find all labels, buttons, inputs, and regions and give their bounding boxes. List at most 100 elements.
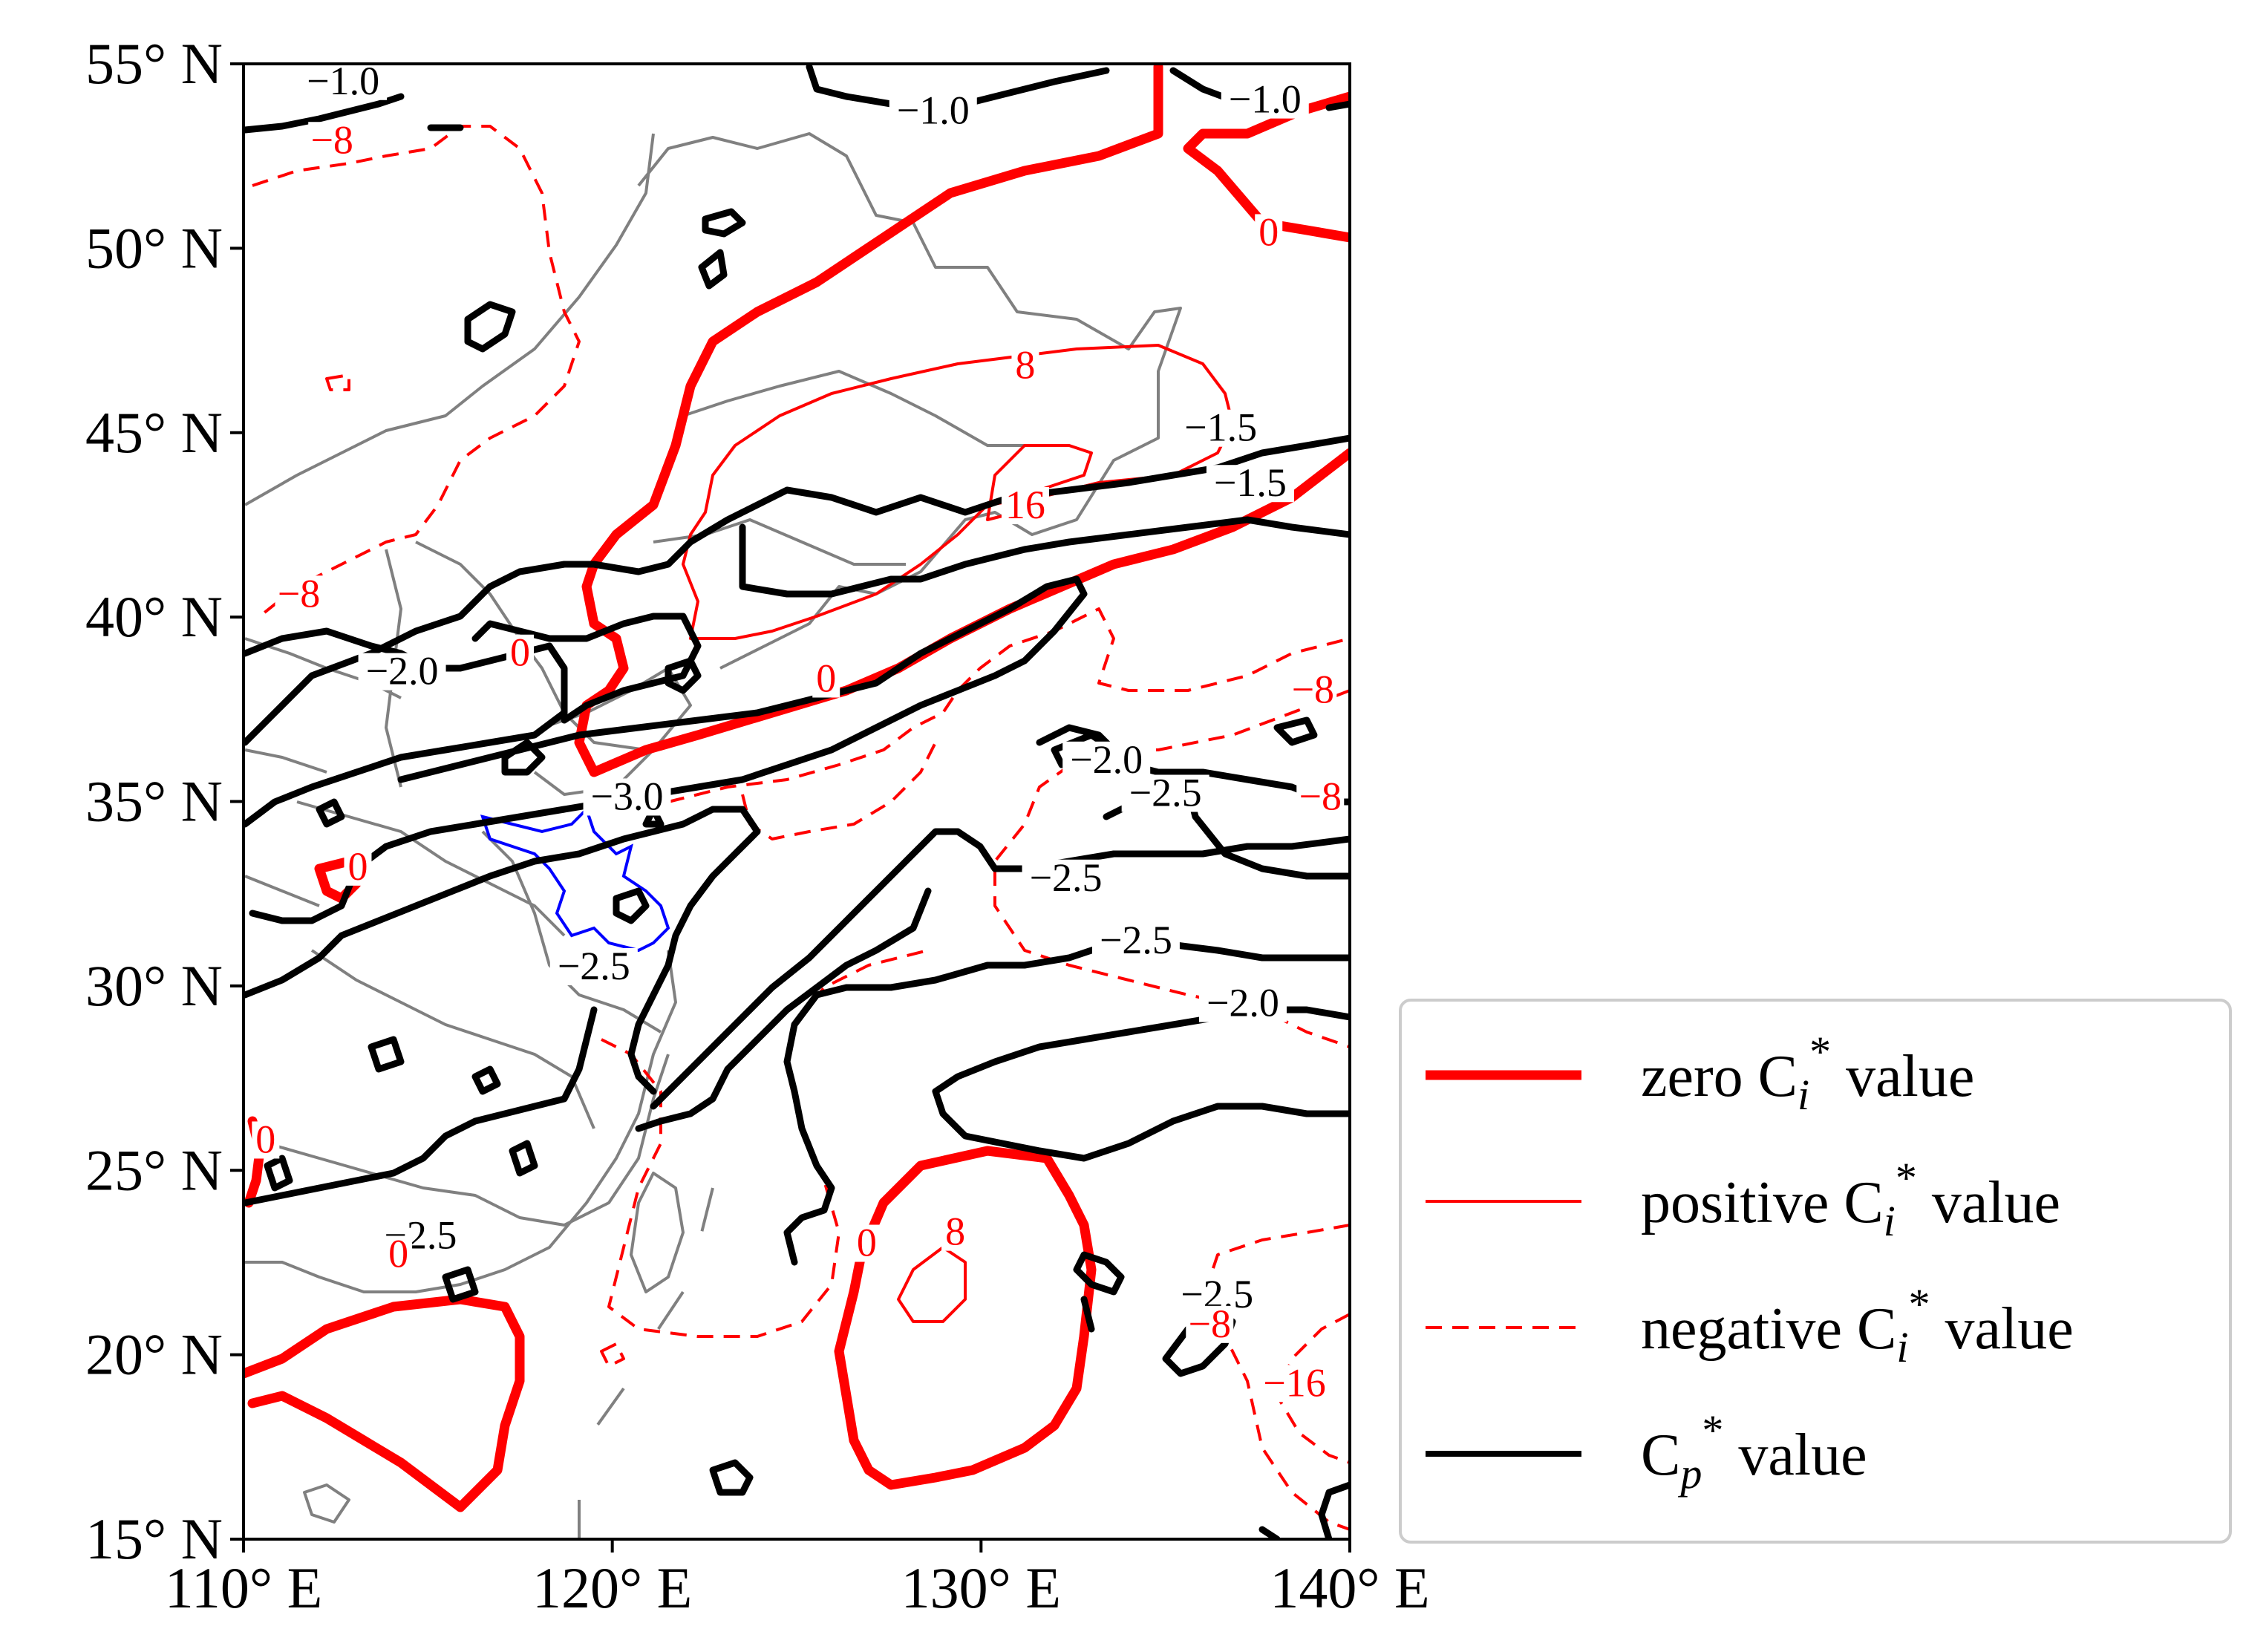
x-tick-label: 130° E — [901, 1555, 1061, 1620]
cp-minus15-lower — [739, 516, 1350, 598]
cp-minus2-south-band — [932, 1006, 1350, 1162]
ci-contour-label: −8 — [1299, 774, 1342, 818]
cp-contour-label: −1.5 — [1184, 405, 1257, 450]
y-tick-label: 35° N — [85, 769, 223, 834]
cp-contour-label: −2.0 — [1207, 981, 1279, 1025]
cp-minus25-edge — [1080, 1296, 1095, 1333]
y-tick-label: 20° N — [85, 1322, 223, 1387]
ci-contour-label-bg — [1296, 778, 1345, 816]
ci-contour-label-bg — [252, 1121, 280, 1159]
ci-contour-label-bg — [506, 634, 534, 672]
cp-minus25-blob-4 — [665, 657, 702, 694]
legend: zero Ci* value positive Ci* value negative… — [1399, 999, 2232, 1544]
boundary-heilongjiang-jilin — [682, 370, 1032, 447]
ci-contour-label-bg — [308, 122, 356, 160]
cp-blob-2 — [702, 208, 746, 238]
boundary-anhui-jiangsu — [481, 830, 662, 1034]
ci-positive-8-small — [897, 1246, 967, 1323]
ci-negative-central-contour — [667, 607, 1350, 803]
cp-contour-label-bg — [1206, 465, 1294, 503]
ci-contour-label: −8 — [278, 571, 320, 616]
legend-label-negative: negative Ci* value — [1641, 1280, 2074, 1371]
ci-contour-label: 8 — [1015, 342, 1035, 387]
cp-minus25-nub — [1273, 716, 1318, 746]
cp-minus25-ring-south — [709, 1459, 754, 1496]
ci-contour-label-bg — [941, 1213, 970, 1251]
ci-contour-label: 0 — [347, 844, 368, 889]
cp-contour-label-bg — [889, 92, 977, 130]
cp-contour-label: −2.5 — [1100, 918, 1172, 962]
ci-zero-sw-contour — [244, 1294, 525, 1512]
x-tick-label: 120° E — [532, 1555, 692, 1620]
cp-minus1-nw — [244, 93, 464, 134]
boundary-northeast-outer — [637, 132, 1182, 670]
y-tick-label: 15° N — [85, 1506, 223, 1571]
cp-minus25-west-small — [316, 798, 345, 828]
y-tick-label: 25° N — [85, 1137, 223, 1202]
ci-zero-ne-closed — [1183, 91, 1350, 243]
ci-contour-label: 0 — [857, 1221, 877, 1265]
ci-contour-label: −8 — [310, 117, 353, 162]
cp-contour-label-bg — [1091, 922, 1180, 960]
cp-minus25-coastal — [635, 887, 932, 1132]
ci-contour-label: 8 — [945, 1209, 965, 1254]
cp-contour-label-bg — [1221, 81, 1309, 119]
cp-contour-label: −1.5 — [1214, 460, 1287, 505]
cp-minus2-band — [471, 613, 702, 724]
legend-box — [1399, 999, 2232, 1544]
cp-minus15-upper — [244, 434, 1350, 746]
cp-minus25-lower-long — [650, 828, 961, 1110]
ci-contour-label: 0 — [816, 656, 836, 701]
ci-contour-label-bg — [344, 848, 372, 886]
ci-contour-label-bg — [1289, 671, 1337, 709]
boundary-taiwan — [630, 1172, 685, 1293]
cp-contour-label: −2.5 — [1129, 771, 1202, 815]
x-tick-label: 140° E — [1270, 1555, 1429, 1620]
cp-contour-label-bg — [1062, 741, 1151, 779]
cp-minus25-far-se — [1258, 1481, 1350, 1539]
ci-contour-label-bg — [1011, 347, 1039, 385]
ci-negative-small-loop — [325, 373, 350, 391]
cp-contour-label: −3.0 — [591, 774, 664, 818]
cp-contour-label: −2.0 — [1070, 737, 1143, 782]
cp-minus25-right-small — [1073, 1251, 1125, 1296]
cp-minus25-blob-3 — [501, 739, 546, 776]
cp-blob-3 — [698, 249, 728, 290]
cp-minus25-blob-2 — [642, 806, 665, 828]
legend-label-cp: Cp* value — [1641, 1406, 1867, 1498]
ci-negative-small-south — [600, 1342, 625, 1368]
cp-contour-label-bg — [299, 62, 388, 100]
ci-contour-label-bg — [1186, 1305, 1234, 1343]
ci-contour-label: −16 — [1263, 1360, 1325, 1405]
ci-contour-label: −8 — [1292, 667, 1334, 711]
legend-label-zero: zero Ci* value — [1641, 1028, 1974, 1119]
ci-positive-8-contour — [682, 344, 1234, 640]
cp-contour-label: −2.0 — [366, 649, 439, 693]
ci-contour-label-bg — [852, 1224, 881, 1262]
y-axis: 55° N 50° N 45° N 40° N 35° N 30° N 25° N 20° N… — [85, 31, 244, 1571]
ci-contour-label: −8 — [1189, 1302, 1231, 1346]
x-tick-label: 110° E — [165, 1555, 322, 1620]
ci-contour-label: 16 — [1005, 483, 1045, 527]
y-tick-label: 45° N — [85, 400, 223, 465]
cp-contour-label: −2.5 — [1030, 855, 1103, 900]
cp-contour-label-bg — [1198, 985, 1287, 1022]
boundary-inner-mongolia — [244, 133, 655, 506]
cp-contour-label-bg — [1121, 774, 1209, 812]
y-tick-label: 30° N — [85, 953, 223, 1018]
y-tick-label: 40° N — [85, 584, 223, 649]
ci-negative-central-lower — [741, 742, 937, 840]
ci-contour-label-bg — [275, 575, 323, 613]
ci-contour-label: 0 — [510, 630, 530, 675]
cp-contour-label-bg — [1022, 859, 1110, 897]
legend-label-positive: positive Ci* value — [1641, 1154, 2060, 1245]
y-tick-label: 50° N — [85, 215, 223, 280]
boundary-guangdong-fujian — [267, 1054, 670, 1227]
ci-contour-labels: −8 0 8 16 −8 0 0 −8 −8 0 0 0 0 8 −8 −16 — [252, 117, 1345, 1405]
cp-contour-label: −1.0 — [307, 59, 379, 103]
ci-contour-label-bg — [1001, 487, 1049, 525]
cp-minus3-lower — [244, 806, 761, 1095]
cp-minus3-upper — [249, 575, 1088, 924]
basin-outline — [480, 806, 670, 953]
cp-minus25-blob-center — [613, 887, 650, 924]
